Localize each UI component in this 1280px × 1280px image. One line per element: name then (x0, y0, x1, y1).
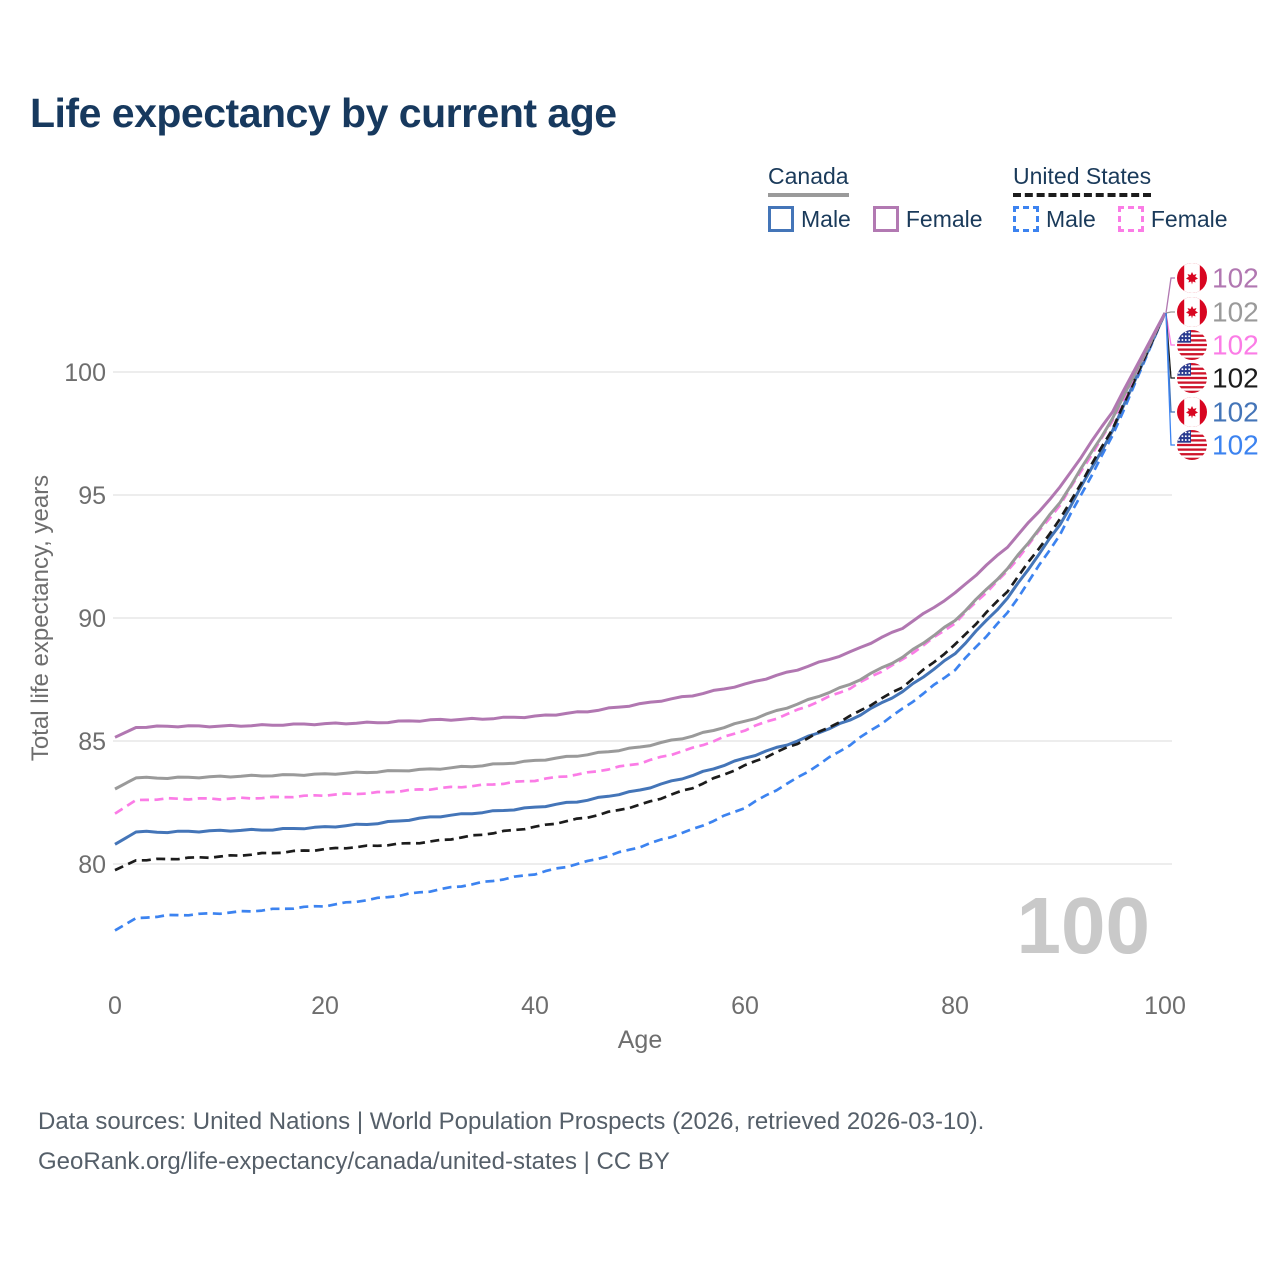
y-tick-label: 85 (78, 728, 106, 756)
age-watermark-layer: 100 (1017, 881, 1150, 970)
series-line-canada (114, 312, 1167, 791)
end-label-united-states-male: 102 (1177, 430, 1259, 461)
y-tick-label: 95 (78, 482, 106, 510)
legend-group-united-states: United States Male Female (1013, 163, 1250, 232)
y-tick-label: 100 (64, 359, 106, 387)
legend-swatch-canada-male (768, 206, 794, 232)
end-label-value: 102 (1212, 330, 1259, 361)
age-counter-watermark: 100 (1017, 881, 1150, 970)
y-axis-title: Total life expectancy, years (27, 475, 54, 761)
y-tick-label: 90 (78, 605, 106, 633)
legend-swatch-us-female (1117, 206, 1144, 232)
footer-attribution-line: GeoRank.org/life-expectancy/canada/unite… (38, 1148, 670, 1175)
end-label-united-states-female: 102 (1177, 330, 1259, 361)
x-tick-label: 40 (521, 992, 549, 1020)
axis-labels-layer: 80 85 90 95 100 0 20 40 60 80 100 Age Total life exp… (27, 359, 1186, 1054)
legend-swatch-us-male (1013, 206, 1039, 232)
x-tick-label: 60 (731, 992, 759, 1020)
legend-canada-female-label: Female (905, 205, 983, 232)
us-flag-icon (1177, 363, 1207, 393)
series-line-united-states-male (114, 312, 1167, 932)
end-label-leader (1165, 312, 1175, 346)
legend-group-canada: Canada Male Female (768, 163, 1005, 232)
end-label-value: 102 (1212, 363, 1259, 394)
page-title: Life expectancy by current age (30, 90, 617, 136)
legend-united-states-label: United States (1013, 163, 1152, 197)
x-tick-label: 80 (941, 992, 969, 1020)
end-label-canada: 102 (1177, 297, 1259, 328)
end-label-leader (1165, 311, 1175, 314)
end-label-leader (1165, 312, 1175, 446)
x-tick-label: 20 (311, 992, 339, 1020)
canada-flag-icon (1177, 297, 1207, 327)
legend-canada-male-label: Male (801, 205, 851, 232)
legend-us-male-label: Male (1046, 205, 1096, 232)
legend-swatch-canada-female (872, 206, 899, 232)
x-tick-label: 100 (1144, 992, 1186, 1020)
gridlines-layer (113, 371, 1172, 865)
series-line-canada-male (114, 312, 1167, 846)
end-label-canada-female: 102 (1177, 263, 1259, 294)
end-label-canada-male: 102 (1177, 397, 1259, 428)
end-label-value: 102 (1212, 263, 1259, 294)
end-label-value: 102 (1212, 297, 1259, 328)
canada-flag-icon (1177, 263, 1207, 293)
end-label-united-states: 102 (1177, 363, 1259, 394)
series-line-united-states-female (114, 312, 1167, 815)
footer-source-line: Data sources: United Nations | World Pop… (38, 1108, 985, 1135)
us-flag-icon (1177, 330, 1207, 360)
y-tick-label: 80 (78, 851, 106, 879)
series-lines-layer (114, 312, 1167, 932)
us-flag-icon (1177, 430, 1207, 460)
end-label-leader (1165, 277, 1175, 314)
end-label-value: 102 (1212, 430, 1259, 461)
legend-us-female-label: Female (1150, 205, 1228, 232)
legend-canada-label: Canada (768, 163, 849, 197)
x-tick-label: 0 (108, 992, 122, 1020)
x-axis-title: Age (618, 1026, 662, 1054)
series-line-united-states (114, 312, 1167, 872)
end-label-value: 102 (1212, 397, 1259, 428)
canada-flag-icon (1177, 397, 1207, 427)
series-line-canada-female (114, 312, 1167, 739)
